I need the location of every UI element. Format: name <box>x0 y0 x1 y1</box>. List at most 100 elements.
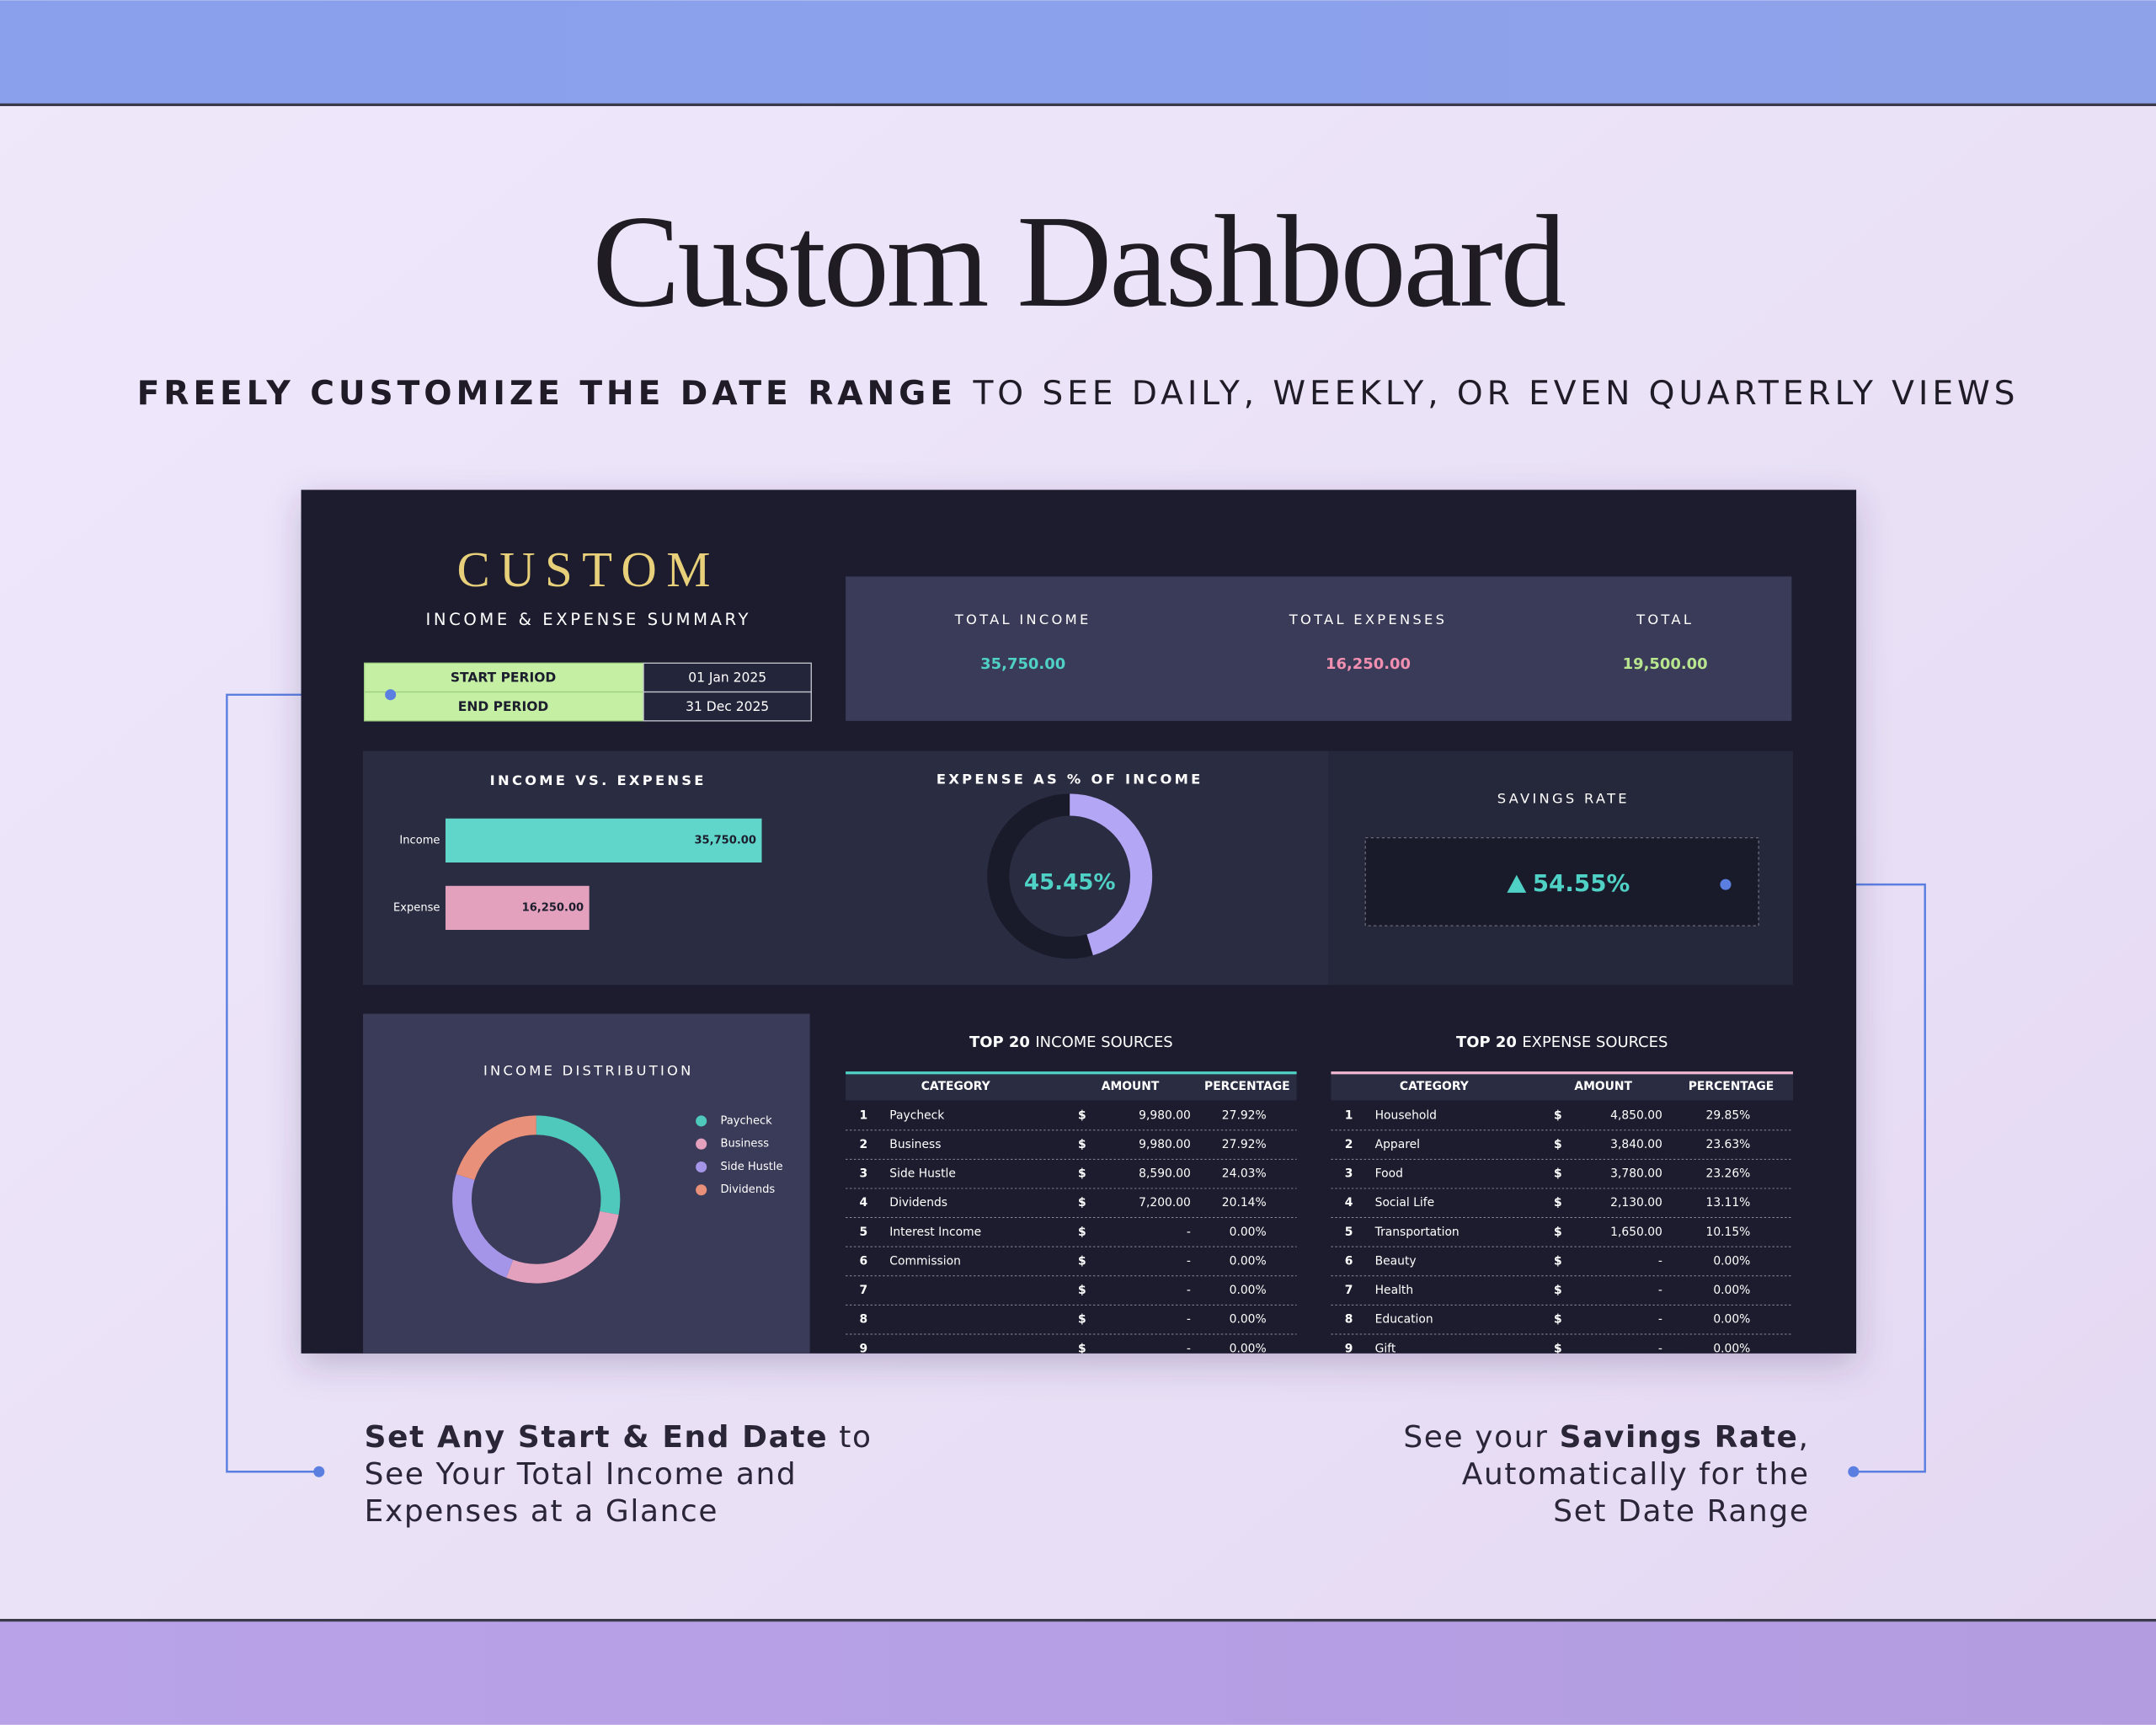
table-cell: 3,780.00 <box>1610 1167 1662 1181</box>
callout-left-line: See Your Total Income and <box>365 1457 798 1492</box>
legend-label: Paycheck <box>721 1114 773 1127</box>
table-cell: Health <box>1375 1284 1414 1297</box>
table-cell: - <box>1187 1342 1191 1355</box>
period-value: 01 Jan 2025 <box>688 670 766 686</box>
table-cell: $ <box>1078 1108 1086 1122</box>
table-cell: 23.63% <box>1706 1138 1751 1151</box>
table-cell: $ <box>1554 1284 1562 1297</box>
table-cell: $ <box>1554 1226 1562 1239</box>
table-cell: Dividends <box>889 1196 947 1210</box>
table-title: TOP 20 EXPENSE SOURCES <box>1456 1033 1668 1051</box>
brand: CUSTOM <box>457 542 720 597</box>
distribution-panel <box>363 1013 810 1354</box>
chart-title: INCOME DISTRIBUTION <box>483 1063 694 1079</box>
donut-segment <box>1069 793 1153 956</box>
tables: INCOME DISTRIBUTION Paycheck Business Side … <box>363 1013 1793 1355</box>
table-cell: $ <box>1554 1254 1562 1268</box>
legend-swatch <box>696 1161 707 1172</box>
table-cell: Household <box>1375 1108 1437 1122</box>
period-value-cell <box>643 691 812 722</box>
table-cell: 2 <box>859 1138 867 1151</box>
table-cell: 20.14% <box>1222 1196 1267 1210</box>
savings-box <box>1364 836 1759 927</box>
table-title-rest: INCOME SOURCES <box>1035 1033 1172 1051</box>
table-cell: 7 <box>1345 1284 1353 1297</box>
table-header-cell: CATEGORY <box>921 1080 991 1093</box>
period-label: START PERIOD <box>451 670 557 686</box>
table-cell: Business <box>889 1138 941 1151</box>
bar-value-label: 16,250.00 <box>522 901 584 914</box>
table-cell: Interest Income <box>889 1226 981 1239</box>
table-cell: 0.00% <box>1230 1284 1267 1297</box>
table-cell: 8,590.00 <box>1139 1167 1191 1181</box>
table-title-bold: TOP 20 <box>1456 1033 1517 1051</box>
table-cell: 13.11% <box>1706 1196 1751 1210</box>
table-cell: $ <box>1078 1313 1086 1327</box>
page-subtitle: FREELY CUSTOMIZE THE DATE RANGE TO SEE DA… <box>137 374 2020 412</box>
table-cell: 0.00% <box>1230 1342 1267 1355</box>
legend-swatch <box>696 1184 707 1196</box>
table-cell: Gift <box>1375 1342 1396 1355</box>
table-cell: Commission <box>889 1254 961 1268</box>
table-cell: 0.00% <box>1230 1254 1267 1268</box>
chart-title: SAVINGS RATE <box>1497 790 1630 806</box>
total-value: 19,500.00 <box>1623 655 1708 673</box>
table-cell: 3,840.00 <box>1610 1138 1662 1151</box>
table-cell: 0.00% <box>1230 1313 1267 1327</box>
table-cell: Apparel <box>1375 1138 1420 1151</box>
callout-right-line: Set Date Range <box>1553 1494 1809 1529</box>
donut-segment <box>506 1210 619 1284</box>
table-cell: $ <box>1078 1167 1086 1181</box>
table-cell: 27.92% <box>1222 1108 1267 1122</box>
legend-label: Side Hustle <box>721 1161 783 1173</box>
bar-value-label: 35,750.00 <box>694 834 755 846</box>
subtitle-rest: TO SEE DAILY, WEEKLY, OR EVEN QUARTERLY … <box>972 374 2019 412</box>
table-cell: - <box>1187 1284 1191 1297</box>
callout-left-line: Expenses at a Glance <box>365 1494 718 1529</box>
totals-panel <box>846 576 1792 721</box>
table-cell: 1,650.00 <box>1610 1226 1662 1239</box>
table-title-bold: TOP 20 <box>969 1033 1030 1051</box>
top-band <box>0 0 2156 105</box>
table-cell: 5 <box>1345 1226 1353 1239</box>
table-header <box>846 1072 1297 1101</box>
callout-dot <box>1720 879 1732 890</box>
table-cell: 3 <box>859 1167 867 1181</box>
table-cell: Social Life <box>1375 1196 1434 1210</box>
table-cell: $ <box>1554 1108 1562 1122</box>
table-cell: - <box>1658 1254 1662 1268</box>
table-cell: 4,850.00 <box>1610 1108 1662 1122</box>
table-cell: $ <box>1554 1196 1562 1210</box>
savings-value: 54.55% <box>1533 869 1630 897</box>
table-cell: 2,130.00 <box>1610 1196 1662 1210</box>
table-cell: Food <box>1375 1167 1403 1181</box>
legend-swatch <box>696 1115 707 1127</box>
page-title: Custom Dashboard <box>592 188 1565 334</box>
table-cell: - <box>1658 1284 1662 1297</box>
chart-title: EXPENSE AS % OF INCOME <box>937 772 1203 788</box>
bottom-band <box>0 1620 2156 1725</box>
table-cell: 1 <box>859 1108 867 1122</box>
period-value-cell <box>643 662 812 693</box>
table-cell: Paycheck <box>889 1108 944 1122</box>
table-cell: $ <box>1554 1167 1562 1181</box>
table-cell: 5 <box>859 1226 867 1239</box>
callout-text: See your <box>1403 1420 1548 1455</box>
table-cell: Education <box>1375 1313 1433 1327</box>
table-cell: 2 <box>1345 1138 1353 1151</box>
period-label: END PERIOD <box>458 699 549 714</box>
callout-bold: Set Any Start & End Date <box>365 1420 829 1455</box>
table-cell: 8 <box>859 1313 867 1327</box>
callout-bold: Savings Rate <box>1560 1420 1799 1455</box>
total-label: TOTAL INCOME <box>954 611 1091 628</box>
table-header-cell: CATEGORY <box>1400 1080 1470 1093</box>
callout-right-line: Automatically for the <box>1462 1457 1810 1492</box>
callout-dot <box>385 689 397 701</box>
table-cell: 10.15% <box>1706 1226 1751 1239</box>
table-cell: 4 <box>859 1196 867 1210</box>
table-cell: $ <box>1078 1254 1086 1268</box>
table-cell: Beauty <box>1375 1254 1417 1268</box>
table-cell: 9,980.00 <box>1139 1138 1191 1151</box>
table-header-cell: PERCENTAGE <box>1204 1080 1289 1093</box>
brand-subtitle: INCOME & EXPENSE SUMMARY <box>425 610 751 629</box>
